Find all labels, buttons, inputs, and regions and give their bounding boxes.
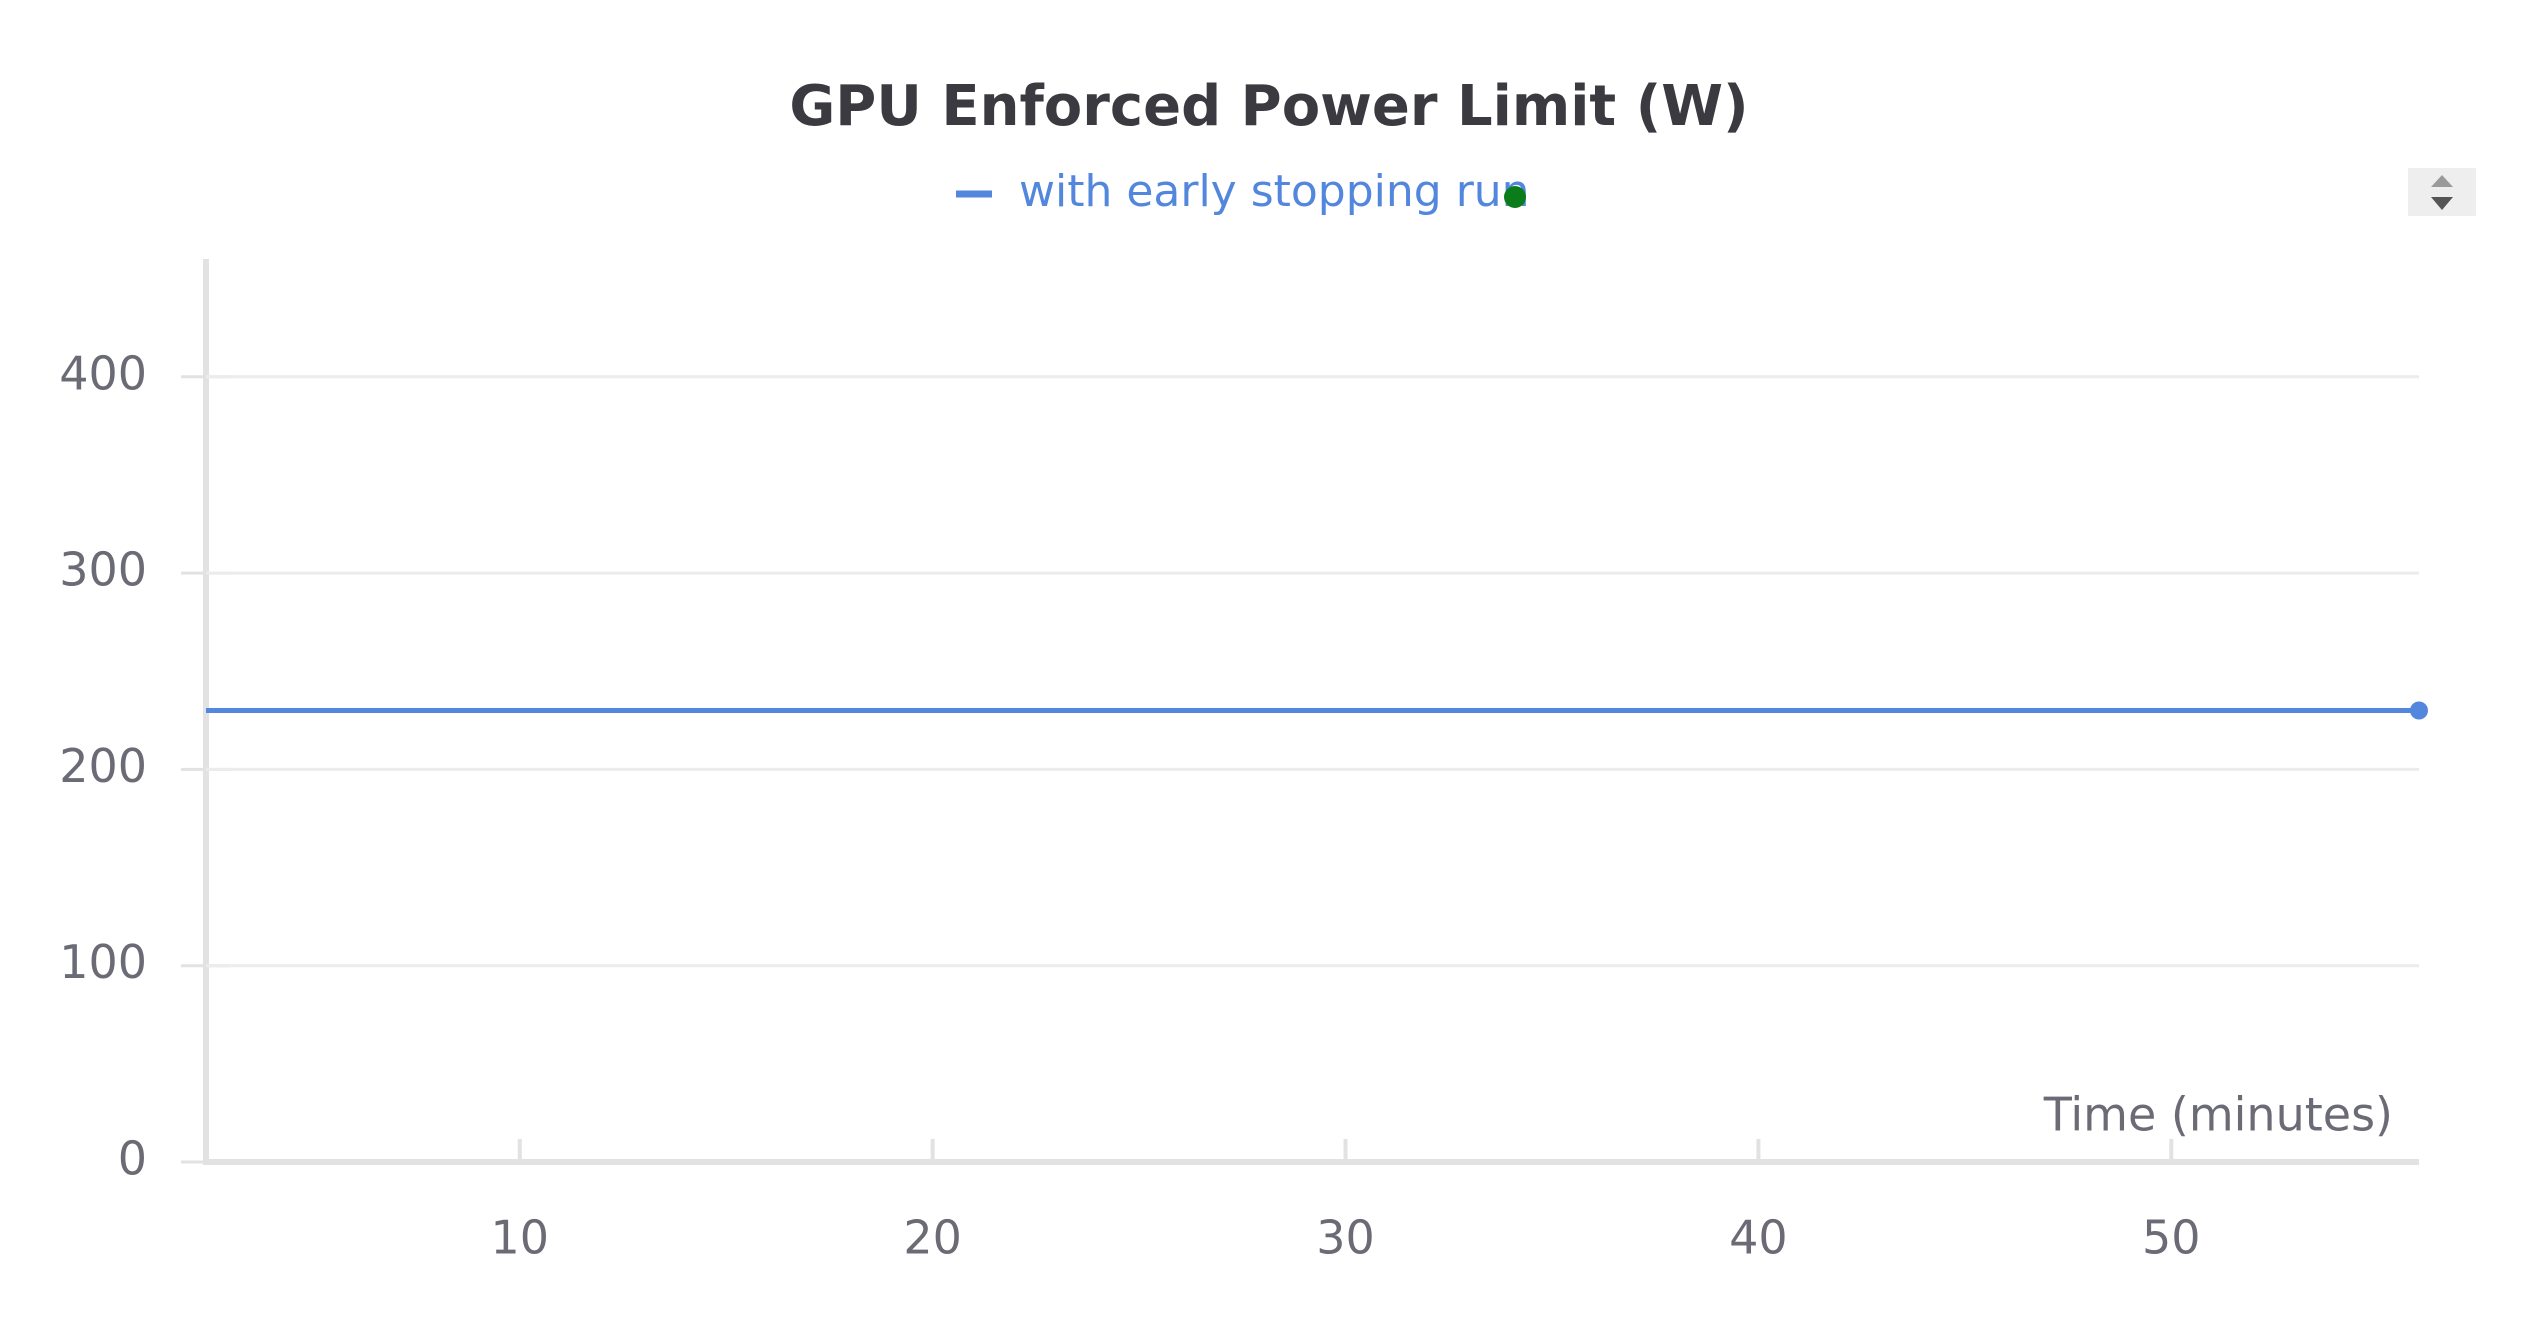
chart-title: GPU Enforced Power Limit (W) bbox=[789, 74, 1748, 139]
y-tick-label: 100 bbox=[59, 935, 147, 989]
y-tick-label: 400 bbox=[59, 346, 147, 400]
y-tick-label: 0 bbox=[118, 1132, 147, 1186]
end-point bbox=[2410, 701, 2428, 720]
x-tick-label: 10 bbox=[491, 1211, 550, 1265]
scroll-down[interactable] bbox=[2431, 197, 2453, 210]
y-tick-label: 200 bbox=[59, 739, 147, 793]
x-tick-label: 20 bbox=[903, 1211, 962, 1265]
x-tick-label: 50 bbox=[2142, 1211, 2201, 1265]
x-axis-label: Time (minutes) bbox=[2043, 1088, 2393, 1142]
x-tick-label: 30 bbox=[1316, 1211, 1375, 1265]
x-tick-label: 40 bbox=[1729, 1211, 1788, 1265]
scroll-up[interactable] bbox=[2431, 175, 2453, 187]
y-tick-label: 300 bbox=[59, 543, 147, 597]
status-dot bbox=[1504, 186, 1526, 208]
legend-label[interactable]: with early stopping run bbox=[1019, 166, 1530, 217]
